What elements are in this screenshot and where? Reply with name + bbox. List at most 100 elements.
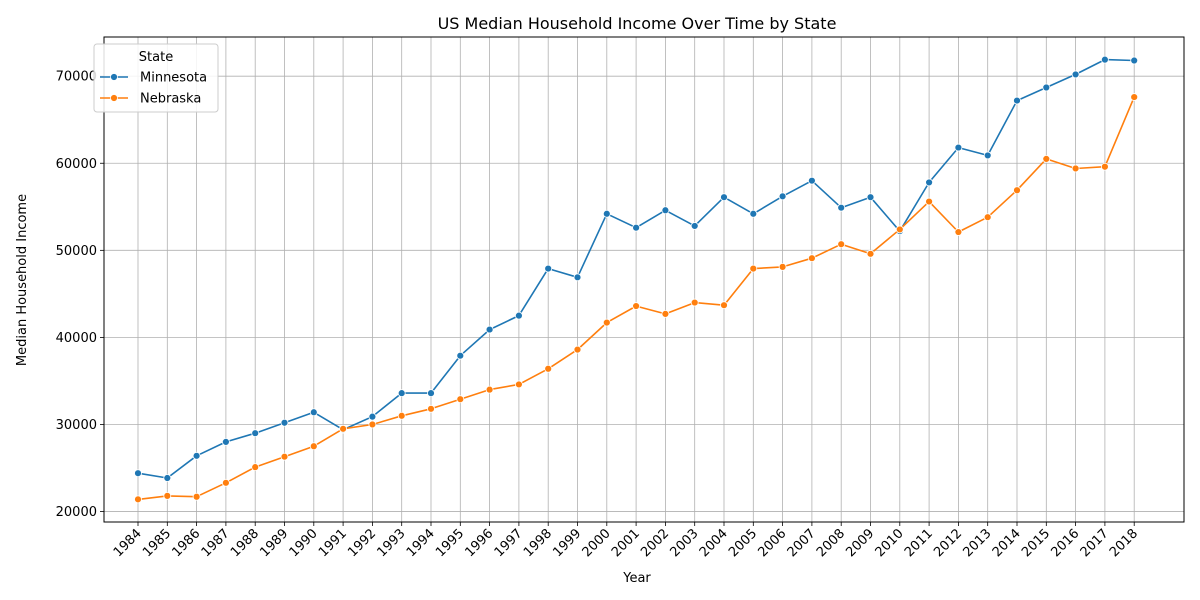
legend-marker-nebraska <box>110 94 118 102</box>
legend-marker-minnesota <box>110 73 118 81</box>
data-point-nebraska <box>602 318 611 327</box>
y-tick-label: 60000 <box>56 157 97 172</box>
x-tick-label: 2018 <box>1107 526 1141 560</box>
data-point-minnesota <box>925 178 933 187</box>
data-point-nebraska <box>427 404 435 413</box>
data-point-minnesota <box>1042 83 1051 92</box>
data-point-nebraska <box>251 463 260 472</box>
data-point-nebraska <box>515 380 523 389</box>
x-tick-label: 2003 <box>668 526 702 560</box>
data-point-minnesota <box>1071 70 1080 79</box>
x-tick-label: 2017 <box>1078 526 1112 560</box>
data-point-nebraska <box>397 411 406 420</box>
data-point-nebraska <box>925 197 933 206</box>
data-point-nebraska <box>1013 186 1021 195</box>
x-tick-label: 2009 <box>843 526 877 560</box>
x-tick-label: 1993 <box>375 526 409 560</box>
data-point-nebraska <box>690 298 699 307</box>
chart-title: US Median Household Income Over Time by … <box>438 14 837 33</box>
data-point-nebraska <box>749 264 758 273</box>
data-point-minnesota <box>251 429 260 438</box>
x-tick-label: 2013 <box>961 526 995 560</box>
data-point-nebraska <box>1101 162 1109 171</box>
y-axis-ticks: 20000 30000 40000 50000 60000 70000 <box>56 70 104 520</box>
legend-items: Minnesota Nebraska <box>100 71 207 107</box>
x-tick-label: 1986 <box>169 526 203 560</box>
data-point-nebraska <box>1042 155 1051 163</box>
x-tick-label: 2014 <box>990 526 1024 560</box>
y-tick-label: 20000 <box>56 505 97 520</box>
legend: State Minnesota Nebraska <box>93 43 219 113</box>
grid-lines <box>104 37 1184 522</box>
series-minnesota <box>134 55 1139 482</box>
data-point-minnesota <box>309 408 318 417</box>
data-point-minnesota <box>720 193 728 202</box>
x-tick-label: 1985 <box>140 526 174 560</box>
data-point-minnesota <box>954 143 963 152</box>
data-point-minnesota <box>573 273 582 282</box>
data-point-minnesota <box>368 412 377 421</box>
x-tick-label: 1997 <box>492 526 526 560</box>
data-point-nebraska <box>192 492 201 501</box>
y-tick-label: 30000 <box>56 418 97 433</box>
legend-frame <box>93 43 219 113</box>
data-point-minnesota <box>778 192 787 201</box>
x-tick-label: 1987 <box>199 526 233 560</box>
data-point-nebraska <box>573 345 582 354</box>
y-tick-label: 50000 <box>56 244 97 259</box>
data-point-minnesota <box>661 206 670 215</box>
x-tick-label: 1994 <box>404 526 438 560</box>
y-tick-label: 70000 <box>56 70 97 85</box>
data-point-nebraska <box>983 213 992 222</box>
data-point-nebraska <box>309 442 318 451</box>
x-tick-label: 1991 <box>316 526 350 560</box>
x-tick-label: 1995 <box>433 526 467 560</box>
data-point-minnesota <box>866 193 875 202</box>
x-tick-label: 2016 <box>1048 526 1082 560</box>
x-tick-label: 2010 <box>873 526 907 560</box>
data-point-nebraska <box>1071 164 1080 173</box>
legend-title: State <box>139 50 173 65</box>
data-point-nebraska <box>485 385 494 394</box>
data-point-minnesota <box>983 151 992 160</box>
x-tick-label: 2015 <box>1019 526 1053 560</box>
data-point-minnesota <box>749 209 758 218</box>
data-point-minnesota <box>1101 55 1109 64</box>
x-tick-label: 1988 <box>228 526 262 560</box>
data-point-nebraska <box>661 309 670 318</box>
data-point-nebraska <box>954 228 963 236</box>
x-tick-label: 1992 <box>345 526 379 560</box>
data-point-nebraska <box>280 452 289 461</box>
data-point-nebraska <box>1130 93 1139 101</box>
data-point-minnesota <box>192 451 201 460</box>
x-tick-label: 2012 <box>931 526 965 560</box>
data-point-nebraska <box>368 420 377 429</box>
data-point-nebraska <box>866 249 875 258</box>
y-tick-label: 40000 <box>56 331 97 346</box>
legend-label-nebraska: Nebraska <box>140 92 201 107</box>
data-point-nebraska <box>456 395 465 404</box>
data-point-nebraska <box>134 495 142 504</box>
x-tick-label: 1989 <box>257 526 291 560</box>
x-tick-label: 2001 <box>609 526 643 560</box>
data-point-minnesota <box>163 474 172 482</box>
data-point-minnesota <box>602 209 611 218</box>
data-point-nebraska <box>339 424 348 433</box>
x-tick-label: 1996 <box>462 526 496 560</box>
data-point-minnesota <box>808 176 816 185</box>
data-point-nebraska <box>221 478 230 487</box>
data-point-minnesota <box>397 389 406 398</box>
x-tick-label: 2008 <box>814 526 848 560</box>
x-tick-label: 2006 <box>755 526 789 560</box>
data-point-minnesota <box>1130 56 1139 65</box>
x-tick-label: 2007 <box>785 526 819 560</box>
data-point-minnesota <box>456 351 465 360</box>
data-point-minnesota <box>221 437 230 446</box>
data-point-minnesota <box>427 389 435 398</box>
x-tick-label: 2002 <box>638 526 672 560</box>
data-point-minnesota <box>515 311 523 320</box>
series-layer <box>134 55 1139 504</box>
plot-area-frame <box>103 36 1185 523</box>
data-point-minnesota <box>837 203 846 212</box>
